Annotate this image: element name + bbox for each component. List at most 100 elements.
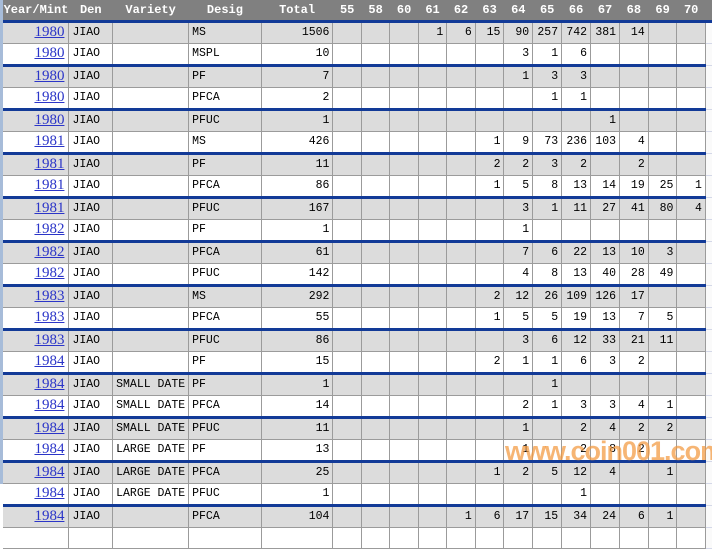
grade-cell-58 <box>361 329 391 352</box>
total-cell: 104 <box>261 505 334 528</box>
total-cell: 2 <box>261 87 334 111</box>
grade-cell-63: 1 <box>475 461 505 484</box>
grade-cell-65: 5 <box>532 307 563 331</box>
cutoff-cell <box>705 505 712 528</box>
year-link[interactable]: 1984 <box>34 485 65 501</box>
year-link[interactable]: 1984 <box>34 464 65 480</box>
table-row: 1982 JIAO PFUC 142 4 8 13 40 28 49 <box>3 263 712 287</box>
cutoff-cell <box>705 109 712 132</box>
grade-cell-67: 24 <box>590 505 621 528</box>
grade-cell-66: 2 <box>561 153 592 176</box>
year-link[interactable]: 1983 <box>34 332 65 348</box>
grade-cell-67: 4 <box>590 417 621 440</box>
grade-cell-66: 109 <box>561 285 592 308</box>
desig-cell: PF <box>188 373 262 396</box>
den-cell: JIAO <box>68 351 114 375</box>
grade-cell-61 <box>418 263 448 287</box>
grade-cell-66: 22 <box>561 241 592 264</box>
table-row: 1983 JIAO PFCA 55 1 5 5 19 13 7 5 <box>3 307 712 331</box>
variety-cell <box>112 197 190 220</box>
cutoff-cell <box>705 65 712 88</box>
grade-cell-58 <box>361 439 391 463</box>
clipped-cell <box>705 527 712 549</box>
year-link[interactable]: 1980 <box>34 45 65 61</box>
desig-cell: PF <box>188 219 262 243</box>
grade-cell-66: 34 <box>561 505 592 528</box>
cutoff-cell <box>705 439 712 462</box>
grade-cell-64 <box>503 483 534 507</box>
year-link[interactable]: 1984 <box>34 353 65 369</box>
table-row: 1981 JIAO PFCA 86 1 5 8 13 14 19 25 1 <box>3 175 712 199</box>
desig-cell: PFUC <box>188 329 262 352</box>
grade-cell-68: 2 <box>619 439 649 463</box>
grade-cell-61 <box>418 65 448 88</box>
grade-cell-65: 6 <box>532 329 563 352</box>
year-link[interactable]: 1982 <box>34 265 65 281</box>
total-cell: 55 <box>261 307 334 331</box>
year-link[interactable]: 1980 <box>34 112 65 128</box>
year-link[interactable]: 1984 <box>34 420 65 436</box>
year-link[interactable]: 1982 <box>34 221 65 237</box>
grade-cell-61 <box>418 43 448 67</box>
year-link[interactable]: 1982 <box>34 244 65 260</box>
grade-cell-61 <box>418 483 448 507</box>
variety-cell <box>112 329 190 352</box>
grade-cell-60 <box>389 21 419 44</box>
table-row: 1984 JIAO PFCA 104 1 6 17 15 34 24 6 1 <box>3 505 712 528</box>
grade-cell-70 <box>676 219 706 243</box>
year-link[interactable]: 1981 <box>34 200 65 216</box>
grade-cell-64: 5 <box>503 175 534 199</box>
desig-cell: MS <box>188 131 262 155</box>
grade-cell-66: 2 <box>561 439 592 463</box>
grade-cell-58 <box>361 87 391 111</box>
variety-cell <box>112 241 190 264</box>
grade-cell-66: 12 <box>561 329 592 352</box>
grade-cell-68: 2 <box>619 351 649 375</box>
year-link[interactable]: 1984 <box>34 508 65 524</box>
grade-cell-64: 7 <box>503 241 534 264</box>
grade-cell-60 <box>389 417 419 440</box>
year-link[interactable]: 1980 <box>34 24 65 40</box>
grade-cell-58 <box>361 505 391 528</box>
grade-cell-58 <box>361 373 391 396</box>
grade-cell-67: 27 <box>590 197 621 220</box>
total-cell: 1 <box>261 373 334 396</box>
grade-cell-63 <box>475 439 505 463</box>
cutoff-cell <box>705 395 712 418</box>
grade-cell-69 <box>648 153 678 176</box>
year-link[interactable]: 1984 <box>34 441 65 457</box>
grade-cell-69: 5 <box>648 307 678 331</box>
year-cell: 1981 <box>3 175 70 199</box>
grade-cell-64: 17 <box>503 505 534 528</box>
cutoff-cell <box>705 43 712 66</box>
grade-cell-63: 2 <box>475 351 505 375</box>
desig-cell: PF <box>188 351 262 375</box>
column-header-60: 60 <box>389 0 419 23</box>
grade-cell-62 <box>446 417 476 440</box>
cutoff-cell <box>705 87 712 110</box>
year-link[interactable]: 1983 <box>34 309 65 325</box>
table-row: 1984 JIAO LARGE DATE PFUC 1 1 <box>3 483 712 507</box>
desig-cell: MSPL <box>188 43 262 67</box>
year-link[interactable]: 1984 <box>34 397 65 413</box>
year-link[interactable]: 1981 <box>34 133 65 149</box>
grade-cell-69: 49 <box>648 263 678 287</box>
grade-cell-58 <box>361 461 391 484</box>
year-link[interactable]: 1980 <box>34 89 65 105</box>
year-link[interactable]: 1981 <box>34 177 65 193</box>
year-link[interactable]: 1981 <box>34 156 65 172</box>
grade-cell-65: 1 <box>532 197 563 220</box>
variety-cell: LARGE DATE <box>112 439 190 463</box>
year-link[interactable]: 1984 <box>34 376 65 392</box>
year-link[interactable]: 1980 <box>34 68 65 84</box>
grade-cell-55 <box>332 285 362 308</box>
grade-cell-68 <box>619 219 649 243</box>
grade-cell-64: 2 <box>503 395 534 419</box>
grade-cell-55 <box>332 329 362 352</box>
grade-cell-69 <box>648 439 678 463</box>
column-header-58: 58 <box>361 0 390 23</box>
year-link[interactable]: 1983 <box>34 288 65 304</box>
grade-cell-63: 2 <box>475 153 505 176</box>
year-cell: 1984 <box>3 395 70 419</box>
grade-cell-62 <box>446 329 476 352</box>
